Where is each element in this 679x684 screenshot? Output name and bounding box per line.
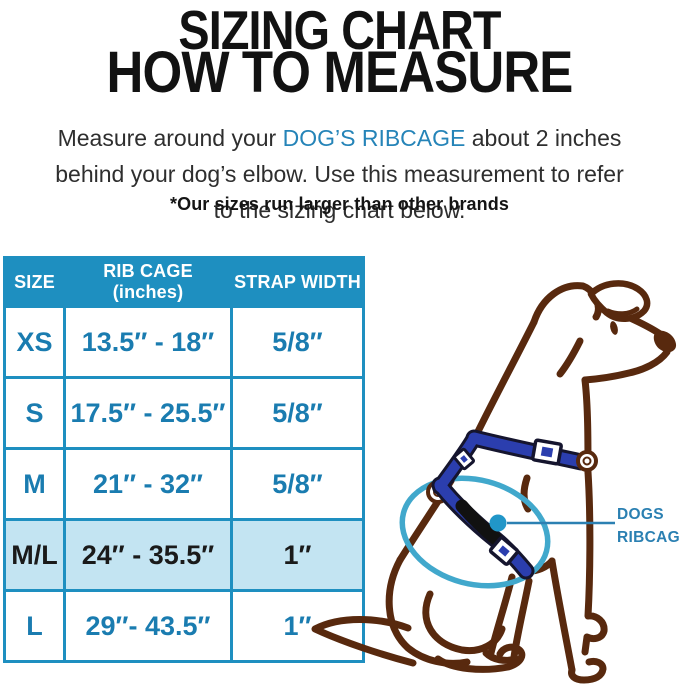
ribcage-cell: 29″- 43.5″ (63, 589, 233, 663)
ribcage-cell: 17.5″ - 25.5″ (63, 376, 233, 450)
ribcage-callout-label: DOGS RIBCAGE (617, 503, 679, 549)
ribcage-cell: 24″ - 35.5″ (63, 518, 233, 592)
dog-illustration (311, 280, 677, 684)
table-row: S 17.5″ - 25.5″ 5/8″ (3, 376, 365, 450)
table-header-row: SIZE RIB CAGE (inches) STRAP WIDTH (3, 256, 365, 308)
harness-ring-right (576, 450, 598, 472)
ribcage-cell: 21″ - 32″ (63, 447, 233, 521)
col-header-strap-width: STRAP WIDTH (230, 256, 365, 308)
size-cell: M (3, 447, 66, 521)
strap-width-cell: 1″ (230, 518, 365, 592)
instructions-text-before: Measure around your (57, 125, 283, 151)
size-cell: L (3, 589, 66, 663)
table-row: L 29″- 43.5″ 1″ (3, 589, 365, 663)
strap-width-cell: 5/8″ (230, 376, 365, 450)
page-title-line1: SIZING CHART (178, 0, 501, 61)
dog-nose (653, 330, 677, 353)
table-row: M 21″ - 32″ 5/8″ (3, 447, 365, 521)
table-row-highlighted: M/L 24″ - 35.5″ 1″ (3, 518, 365, 592)
sizing-table: SIZE RIB CAGE (inches) STRAP WIDTH XS 13… (3, 256, 365, 663)
dog-eye (610, 321, 618, 335)
harness-buckle-small (452, 447, 476, 471)
harness-buckle-girth (488, 536, 520, 566)
col-header-size: SIZE (3, 256, 66, 308)
ribcage-callout-dot (489, 514, 507, 532)
page-title-line2: HOW TO MEASURE (106, 40, 574, 105)
strap-width-cell: 5/8″ (230, 305, 365, 379)
strap-width-cell: 5/8″ (230, 447, 365, 521)
instructions-highlight: DOG’S RIBCAGE (282, 125, 466, 151)
dog-ear-fold-line (605, 306, 640, 317)
size-cell: S (3, 376, 66, 450)
measurement-ellipse (399, 475, 551, 589)
sizing-note: *Our sizes run larger than other brands (170, 194, 509, 214)
measure-instructions: Measure around your DOG’S RIBCAGE about … (43, 120, 636, 228)
ribcage-label-line1: DOGS (617, 506, 664, 523)
ribcage-cell: 13.5″ - 18″ (63, 305, 233, 379)
strap-width-cell: 1″ (230, 589, 365, 663)
instructions-text-after: about 2 inches behind your dog’s elbow. … (55, 125, 624, 223)
ribcage-label-line2: RIBCAGE (617, 529, 679, 546)
col-header-ribcage: RIB CAGE (inches) (63, 256, 233, 308)
size-cell: XS (3, 305, 66, 379)
harness-chest-pad (455, 499, 503, 546)
table-row: XS 13.5″ - 18″ 5/8″ (3, 305, 365, 379)
size-cell: M/L (3, 518, 66, 592)
harness-buckle-top (531, 438, 563, 466)
harness (431, 429, 598, 580)
